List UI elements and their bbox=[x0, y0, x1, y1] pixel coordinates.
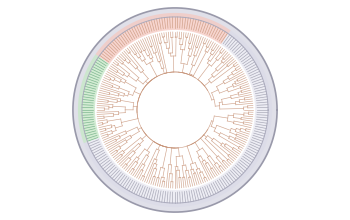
Polygon shape bbox=[84, 31, 272, 207]
Polygon shape bbox=[73, 8, 277, 212]
Polygon shape bbox=[78, 54, 110, 143]
Polygon shape bbox=[96, 13, 231, 64]
Circle shape bbox=[141, 76, 209, 144]
